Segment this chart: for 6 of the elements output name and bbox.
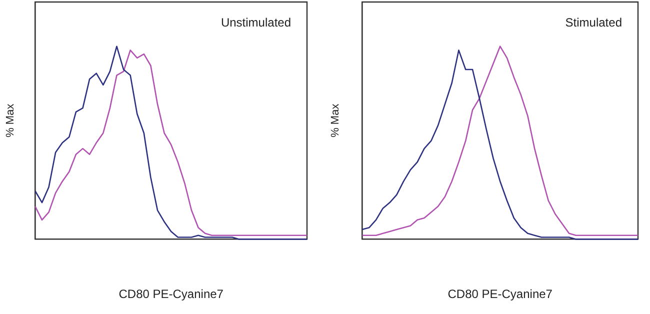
x-axis-title: CD80 PE-Cyanine7 — [118, 287, 224, 302]
x-axis-title: CD80 PE-Cyanine7 — [448, 287, 553, 302]
text: Unstimulated — [220, 15, 291, 30]
text: Stimulated — [565, 15, 622, 30]
y-axis-title: % Max — [4, 103, 17, 138]
y-axis-title: % Max — [330, 103, 342, 138]
